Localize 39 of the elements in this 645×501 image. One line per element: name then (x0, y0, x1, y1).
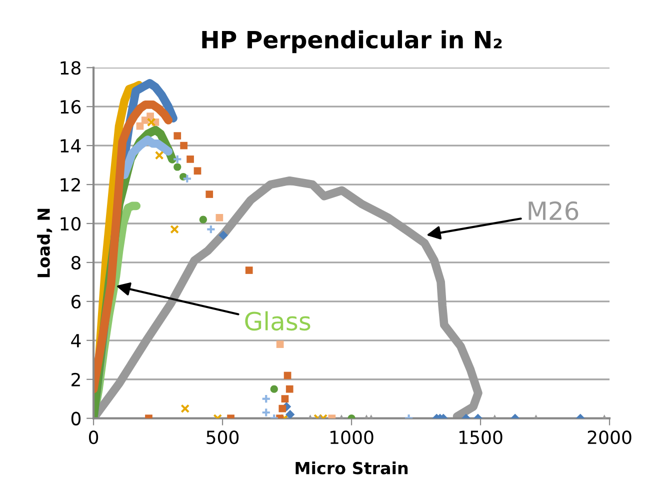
y-tick-label: 4 (71, 334, 81, 348)
y-axis-title: Load, N (37, 208, 52, 278)
point (174, 163, 182, 171)
point (199, 216, 207, 224)
point (186, 156, 194, 163)
y-tick-label: 8 (71, 256, 80, 270)
y-tick-label: 18 (60, 61, 80, 75)
point (172, 154, 182, 164)
point (146, 118, 156, 127)
x-tick-label: 1500 (460, 430, 502, 444)
point (206, 190, 214, 198)
y-tick-label: 10 (60, 216, 81, 231)
y-tick-label: 16 (60, 100, 81, 114)
point (174, 132, 182, 140)
point (276, 340, 284, 348)
point (136, 122, 144, 130)
point (206, 224, 216, 234)
point (286, 410, 295, 418)
y-tick-label: 0 (71, 412, 81, 426)
x-tick-label: 500 (206, 430, 239, 444)
point (182, 174, 192, 184)
point (218, 230, 228, 240)
y-tick-label: 14 (60, 139, 81, 152)
x-tick-label: 1000 (330, 430, 374, 444)
point (180, 142, 188, 150)
annotation: M26 (528, 201, 578, 220)
point (154, 150, 164, 160)
y-tick-label: 6 (71, 294, 81, 309)
annotation: Glass (245, 311, 310, 331)
x-axis-title: Micro Strain (296, 462, 408, 474)
chart-title: HP Perpendicular in N₂ (202, 30, 502, 54)
point (194, 167, 202, 175)
x-tick-label: 0 (88, 430, 98, 444)
y-tick-label: 2 (72, 372, 80, 386)
point (216, 214, 224, 222)
point (245, 266, 253, 274)
point (170, 224, 179, 234)
x-tick-label: 2000 (588, 430, 632, 444)
y-tick-label: 12 (60, 178, 80, 192)
